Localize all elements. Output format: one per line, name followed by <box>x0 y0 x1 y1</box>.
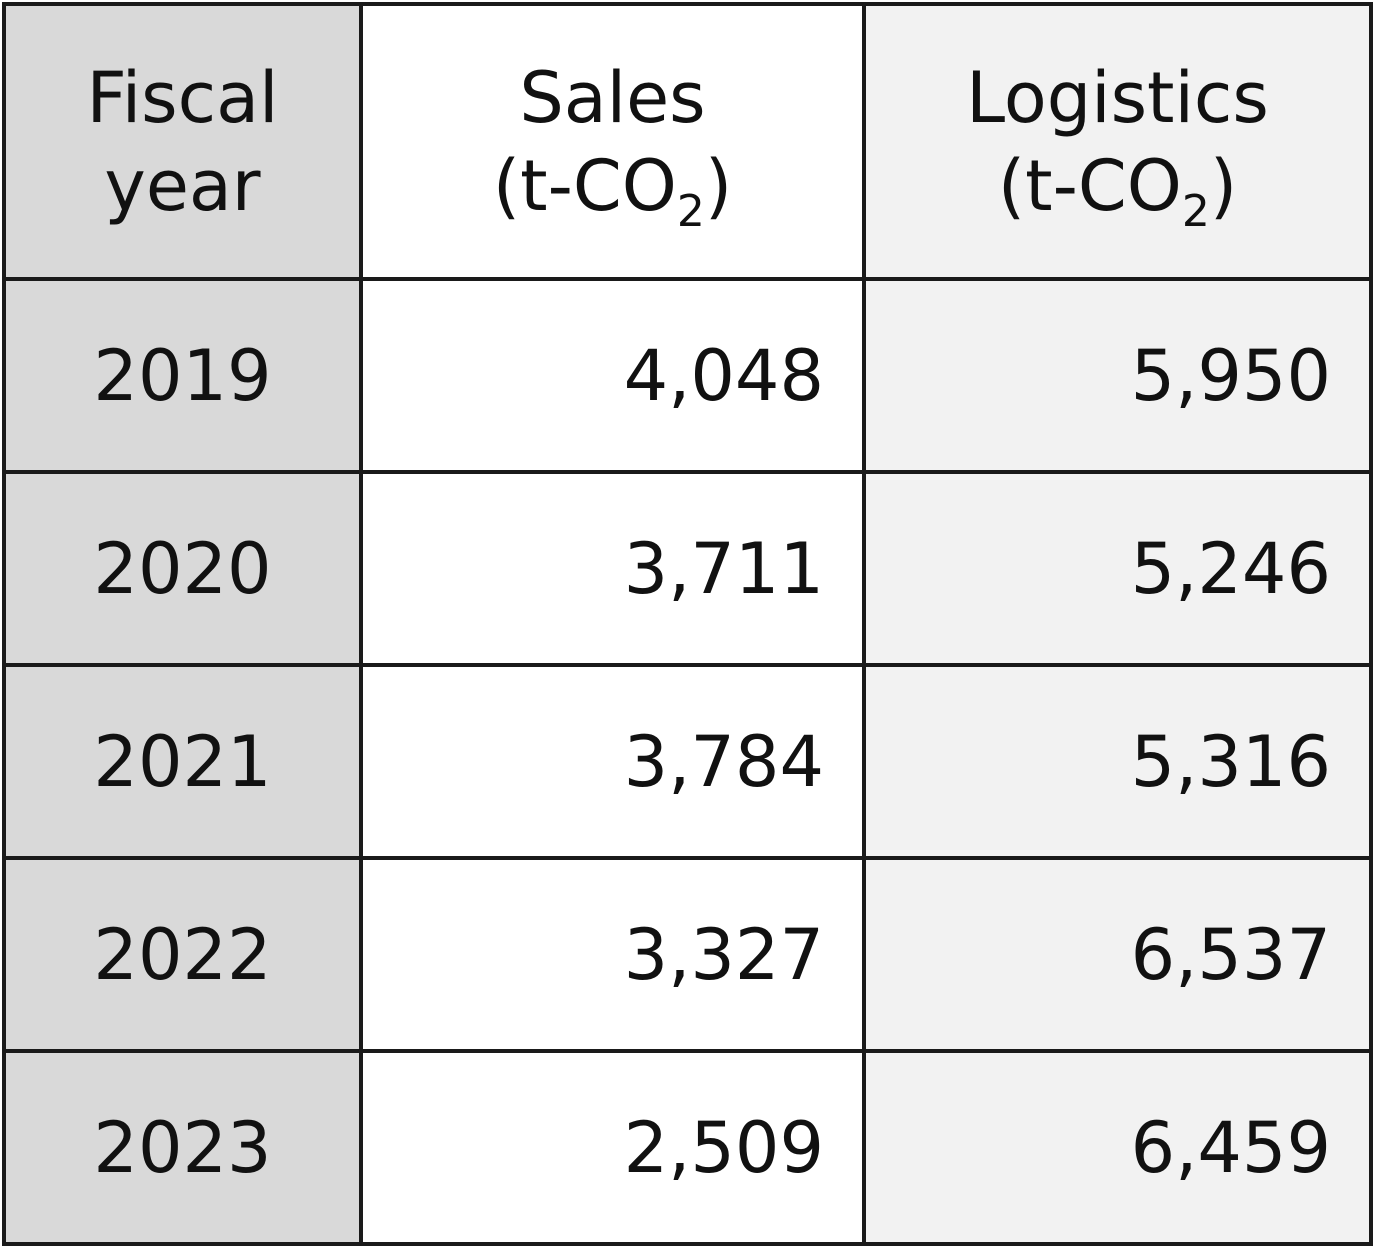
header-sales-unit-suffix: ) <box>704 144 733 227</box>
cell-sales: 3,784 <box>359 663 866 860</box>
cell-logistics: 5,950 <box>862 277 1373 474</box>
table-body: 2019 4,048 5,950 2020 3,711 5,246 2021 3… <box>2 277 1373 1246</box>
cell-fiscal-year: 2023 <box>2 1049 363 1246</box>
header-fiscal-year-line2: year <box>104 144 261 227</box>
header-logistics-unit-prefix: (t-CO <box>997 144 1182 227</box>
table-row: 2021 3,784 5,316 <box>2 663 1373 860</box>
header-sales-unit-subscript: 2 <box>676 185 705 237</box>
table-row: 2019 4,048 5,950 <box>2 277 1373 474</box>
header-logistics-unit: (t-CO2) <box>866 142 1369 234</box>
cell-sales: 3,327 <box>359 856 866 1053</box>
header-fiscal-year: Fiscal year <box>2 2 363 281</box>
header-logistics-unit-subscript: 2 <box>1181 185 1210 237</box>
cell-logistics: 6,459 <box>862 1049 1373 1246</box>
cell-sales: 4,048 <box>359 277 866 474</box>
cell-sales: 3,711 <box>359 470 866 667</box>
header-logistics-label: Logistics <box>966 56 1269 139</box>
table-row: 2020 3,711 5,246 <box>2 470 1373 667</box>
header-logistics-unit-suffix: ) <box>1209 144 1238 227</box>
table-row: 2022 3,327 6,537 <box>2 856 1373 1053</box>
cell-logistics: 5,316 <box>862 663 1373 860</box>
table-header: Fiscal year Sales (t-CO2) Logistics (t-C… <box>2 2 1373 281</box>
header-sales-unit-prefix: (t-CO <box>492 144 677 227</box>
cell-fiscal-year: 2020 <box>2 470 363 667</box>
cell-logistics: 6,537 <box>862 856 1373 1053</box>
cell-fiscal-year: 2019 <box>2 277 363 474</box>
cell-sales: 2,509 <box>359 1049 866 1246</box>
header-row: Fiscal year Sales (t-CO2) Logistics (t-C… <box>2 2 1373 281</box>
header-sales-label: Sales <box>519 56 706 139</box>
cell-fiscal-year: 2022 <box>2 856 363 1053</box>
header-logistics: Logistics (t-CO2) <box>862 2 1373 281</box>
header-sales: Sales (t-CO2) <box>359 2 866 281</box>
table-row: 2023 2,509 6,459 <box>2 1049 1373 1246</box>
header-fiscal-year-line1: Fiscal <box>86 56 279 139</box>
header-sales-unit: (t-CO2) <box>363 142 862 234</box>
cell-logistics: 5,246 <box>862 470 1373 667</box>
cell-fiscal-year: 2021 <box>2 663 363 860</box>
